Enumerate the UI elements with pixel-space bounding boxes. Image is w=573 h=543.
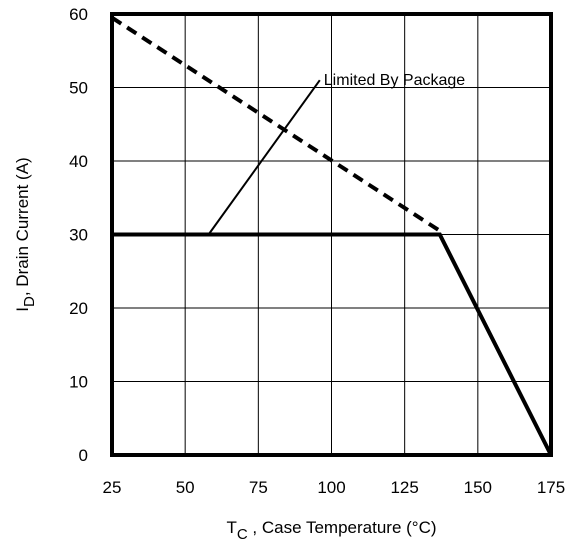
x-tick-label: 75	[249, 478, 268, 497]
x-axis-title-main: T	[226, 518, 236, 537]
y-axis-title-main: I	[13, 307, 32, 312]
plot-frame	[110, 12, 553, 457]
x-tick-label: 25	[103, 478, 122, 497]
annotation-leader-line	[207, 79, 321, 236]
series-line-dashed	[110, 15, 441, 233]
annotation-label: Limited By Package	[324, 72, 466, 89]
y-axis-title-rest: , Drain Current (A)	[13, 157, 32, 296]
y-axis-title-subscript: D	[21, 296, 38, 307]
y-tick-label: 40	[69, 152, 88, 171]
y-tick-label: 30	[69, 226, 88, 245]
series-line-solid	[112, 232, 553, 456]
x-axis-ticks: 25 50 75 100 125 150 175	[103, 478, 566, 497]
chart-series	[110, 15, 553, 456]
x-tick-label: 50	[176, 478, 195, 497]
y-tick-label: 20	[69, 299, 88, 318]
x-tick-label: 150	[464, 478, 492, 497]
y-tick-label: 60	[69, 5, 88, 24]
x-axis-title: TC , Case Temperature (°C)	[226, 518, 436, 543]
y-tick-label: 0	[79, 446, 88, 465]
x-tick-label: 175	[537, 478, 565, 497]
x-axis-title-subscript: C	[237, 526, 248, 543]
x-tick-label: 100	[317, 478, 345, 497]
x-tick-label: 125	[390, 478, 418, 497]
y-axis-title: ID, Drain Current (A)	[13, 157, 38, 311]
y-tick-label: 10	[69, 373, 88, 392]
chart-annotation: Limited By Package	[207, 72, 466, 236]
y-axis-ticks: 0 10 20 30 40 50 60	[69, 5, 88, 465]
y-tick-label: 50	[69, 79, 88, 98]
x-axis-title-rest: , Case Temperature (°C)	[248, 518, 437, 537]
